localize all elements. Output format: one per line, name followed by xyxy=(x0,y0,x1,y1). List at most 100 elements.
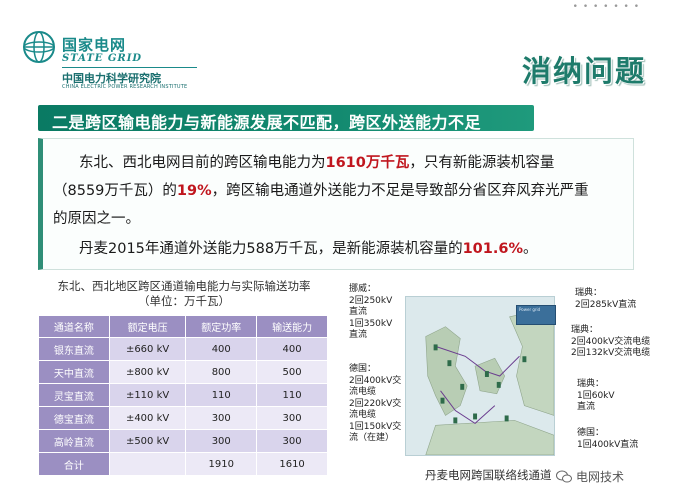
table-cell: 500 xyxy=(256,360,328,384)
text-segment: 东北、西北电网目前的跨区输电能力为 xyxy=(79,155,326,171)
column-header: 输送能力 xyxy=(256,315,328,338)
institute-name-cn: 中国电力科学研究院 xyxy=(62,72,161,85)
text-segment: 丹麦2015年通道外送能力588万千瓦，是新能源装机容量的 xyxy=(79,241,463,257)
annotation-line: 直流 xyxy=(349,330,368,340)
state-grid-logo-icon xyxy=(23,31,55,63)
table-cell: 110 xyxy=(256,383,328,407)
annotation-line: 瑞典： xyxy=(575,288,603,298)
channel-capacity-table: 通道名称 额定电压 额定功率 输送能力 银东直流 ±660 kV 400 400… xyxy=(38,315,328,476)
column-header: 通道名称 xyxy=(38,315,110,338)
table-cell: 110 xyxy=(185,383,258,407)
table-cell xyxy=(108,452,187,476)
annotation-line: 直流 xyxy=(349,307,368,317)
summary-line-1: 东北、西北电网目前的跨区输电能力为1610万千瓦，只有新能源装机容量 xyxy=(79,151,554,172)
table-cell: ±400 kV xyxy=(108,406,187,430)
table-cell: ±500 kV xyxy=(108,429,187,453)
logo-name-en: STATE GRID xyxy=(62,53,143,64)
table-row: 天中直流 ±800 kV 800 500 xyxy=(38,360,328,384)
text-segment: ，跨区输电通道外送能力不足是导致部分省区弃风弃光严重 xyxy=(211,183,589,199)
denmark-interconnection-map: Power grid 挪威： 2回250kV 直流 1回350kV 直流 瑞典：… xyxy=(345,278,685,504)
table-cell: 1610 xyxy=(256,452,328,476)
institute-name-en: CHINA ELECTRIC POWER RESEARCH INSTITUTE xyxy=(62,84,188,90)
table-cell: 300 xyxy=(256,406,328,430)
table-row: 灵宝直流 ±110 kV 110 110 xyxy=(38,383,328,407)
map-legend-label: Power grid xyxy=(519,307,541,312)
table-cell: 400 xyxy=(256,337,328,361)
text-segment: ，只有新能源装机容量 xyxy=(409,155,555,171)
annotation-line: 德国： xyxy=(577,428,605,438)
decorative-dots: • • • • • • • xyxy=(572,2,640,12)
table-cell: ±110 kV xyxy=(108,383,187,407)
annotation-norway: 挪威： 2回250kV 直流 1回350kV 直流 xyxy=(349,284,392,342)
annotation-line: 德国： xyxy=(349,364,377,374)
summary-line-4: 丹麦2015年通道外送能力588万千瓦，是新能源装机容量的101.6%。 xyxy=(79,237,537,258)
logo-divider xyxy=(62,67,197,68)
annotation-line: 2回250kV xyxy=(349,295,393,306)
annotation-line: 直流 xyxy=(577,402,596,412)
annotation-line: 1回350kV xyxy=(349,318,393,329)
annotation-line: 流（在建） xyxy=(349,433,395,443)
annotation-line: 2回220kV交 xyxy=(349,398,402,409)
summary-textbox: 东北、西北电网目前的跨区输电能力为1610万千瓦，只有新能源装机容量 （8559… xyxy=(38,138,634,270)
table-title: 东北、西北地区跨区通道输电能力与实际输送功率 （单位：万千瓦） xyxy=(34,279,334,309)
logo-name-cn: 国家电网 xyxy=(62,36,127,54)
annotation-sweden-3: 瑞典： 1回60kV 直流 xyxy=(577,379,615,414)
annotation-line: 2回285kV直流 xyxy=(575,299,637,310)
highlight-value: 19% xyxy=(176,183,212,199)
table-cell: 300 xyxy=(185,429,258,453)
table-cell: 300 xyxy=(256,429,328,453)
annotation-germany-1: 德国： 2回400kV交 流电缆 2回220kV交 流电缆 1回150kV交 流… xyxy=(349,364,401,445)
annotation-line: 流电缆 xyxy=(349,410,377,420)
text-segment: （8559万千瓦）的 xyxy=(53,183,177,199)
highlight-value: 101.6% xyxy=(462,241,523,257)
annotation-germany-2: 德国： 1回400kV直流 xyxy=(577,428,638,451)
summary-line-3: 的原因之一。 xyxy=(53,211,140,227)
table-cell: 800 xyxy=(185,360,258,384)
table-cell: 400 xyxy=(185,337,258,361)
wechat-icon xyxy=(556,470,572,483)
table-cell: 天中直流 xyxy=(38,360,110,384)
section-title: 消纳问题 xyxy=(521,54,646,88)
highlight-value: 1610万千瓦 xyxy=(325,155,410,171)
topic-banner: 二是跨区输电能力与新能源发展不匹配，跨区外送能力不足 xyxy=(38,105,534,132)
table-title-line: 东北、西北地区跨区通道输电能力与实际输送功率 xyxy=(57,279,311,293)
annotation-line: 1回60kV xyxy=(577,390,615,401)
summary-line-2: （8559万千瓦）的19%，跨区输电通道外送能力不足是导致部分省区弃风弃光严重 xyxy=(53,179,589,200)
watermark-text: 电网技术 xyxy=(576,470,625,484)
table-cell: 合计 xyxy=(38,452,110,476)
table-cell: 300 xyxy=(185,406,258,430)
wechat-watermark: 电网技术 xyxy=(556,468,624,485)
slide-header: • • • • • • • 国家电网 STATE GRID 中国电力科学研究院 … xyxy=(0,0,698,100)
table-cell: 高岭直流 xyxy=(38,429,110,453)
table-header-row: 通道名称 额定电压 额定功率 输送能力 xyxy=(38,315,328,338)
map-legend: Power grid xyxy=(516,305,556,325)
table-cell: 1910 xyxy=(185,452,258,476)
annotation-line: 瑞典： xyxy=(577,379,605,389)
annotation-line: 2回132kV交流电缆 xyxy=(571,348,651,358)
table-row: 高岭直流 ±500 kV 300 300 xyxy=(38,429,328,453)
map-image: Power grid xyxy=(405,296,556,456)
table-row: 德宝直流 ±400 kV 300 300 xyxy=(38,406,328,430)
annotation-sweden-1: 瑞典： 2回285kV直流 xyxy=(575,288,636,311)
text-segment: 。 xyxy=(522,241,538,257)
annotation-line: 流电缆 xyxy=(349,387,377,397)
table-cell: 银东直流 xyxy=(38,337,110,361)
annotation-line: 1回150kV交 xyxy=(349,421,402,432)
table-row: 银东直流 ±660 kV 400 400 xyxy=(38,337,328,361)
table-cell: ±800 kV xyxy=(108,360,187,384)
banner-text: 二是跨区输电能力与新能源发展不匹配，跨区外送能力不足 xyxy=(52,113,482,132)
annotation-line: 挪威： xyxy=(349,284,377,294)
table-unit-line: （单位：万千瓦） xyxy=(138,294,230,308)
annotation-line: 2回400kV交 xyxy=(349,375,402,386)
table-cell: 灵宝直流 xyxy=(38,383,110,407)
column-header: 额定功率 xyxy=(185,315,258,338)
annotation-line: 2回400kV交流电缆 xyxy=(571,336,651,347)
table-total-row: 合计 1910 1610 xyxy=(38,452,328,476)
annotation-line: 1回400kV直流 xyxy=(577,439,639,450)
annotation-line: 瑞典： xyxy=(571,325,599,335)
table-cell: 德宝直流 xyxy=(38,406,110,430)
map-caption: 丹麦电网跨国联络线通道 xyxy=(425,468,552,482)
annotation-sweden-2: 瑞典： 2回400kV交流电缆 2回132kV交流电缆 xyxy=(571,325,650,360)
table-cell: ±660 kV xyxy=(108,337,187,361)
column-header: 额定电压 xyxy=(108,315,187,338)
